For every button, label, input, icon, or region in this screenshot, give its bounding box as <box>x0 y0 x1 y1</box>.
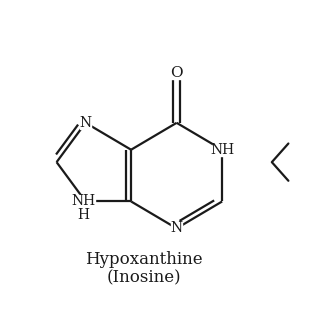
Text: N: N <box>171 222 183 235</box>
Text: O: O <box>170 66 183 80</box>
Text: NH: NH <box>210 143 234 157</box>
Text: Hypoxanthine: Hypoxanthine <box>85 251 202 268</box>
Text: (Inosine): (Inosine) <box>106 270 181 287</box>
Bar <box>76 195 95 208</box>
Text: NH: NH <box>71 194 95 209</box>
Text: N: N <box>80 116 92 130</box>
Bar <box>171 67 182 79</box>
Bar <box>80 117 91 129</box>
Text: H: H <box>77 208 89 222</box>
Bar <box>171 222 182 234</box>
Bar <box>213 143 232 156</box>
